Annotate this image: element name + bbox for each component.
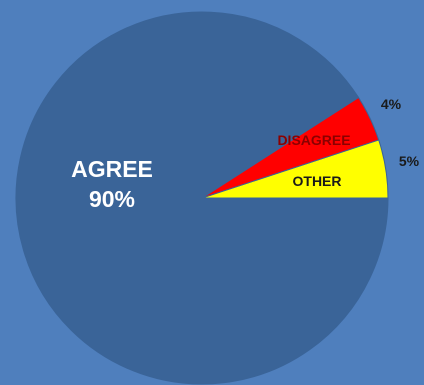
slice-value-disagree: 4% (381, 96, 402, 112)
slice-value-agree: 90% (89, 186, 135, 212)
slice-label-other: OTHER (293, 173, 342, 189)
slice-value-other: 5% (399, 153, 420, 169)
pie-slice-agree (15, 11, 389, 385)
slice-label-agree: AGREE (71, 156, 153, 182)
pie-labels: OTHER 5% DISAGREE 4% AGREE 90% (71, 96, 420, 212)
pie-slices (15, 11, 389, 385)
slice-label-disagree: DISAGREE (277, 132, 350, 148)
